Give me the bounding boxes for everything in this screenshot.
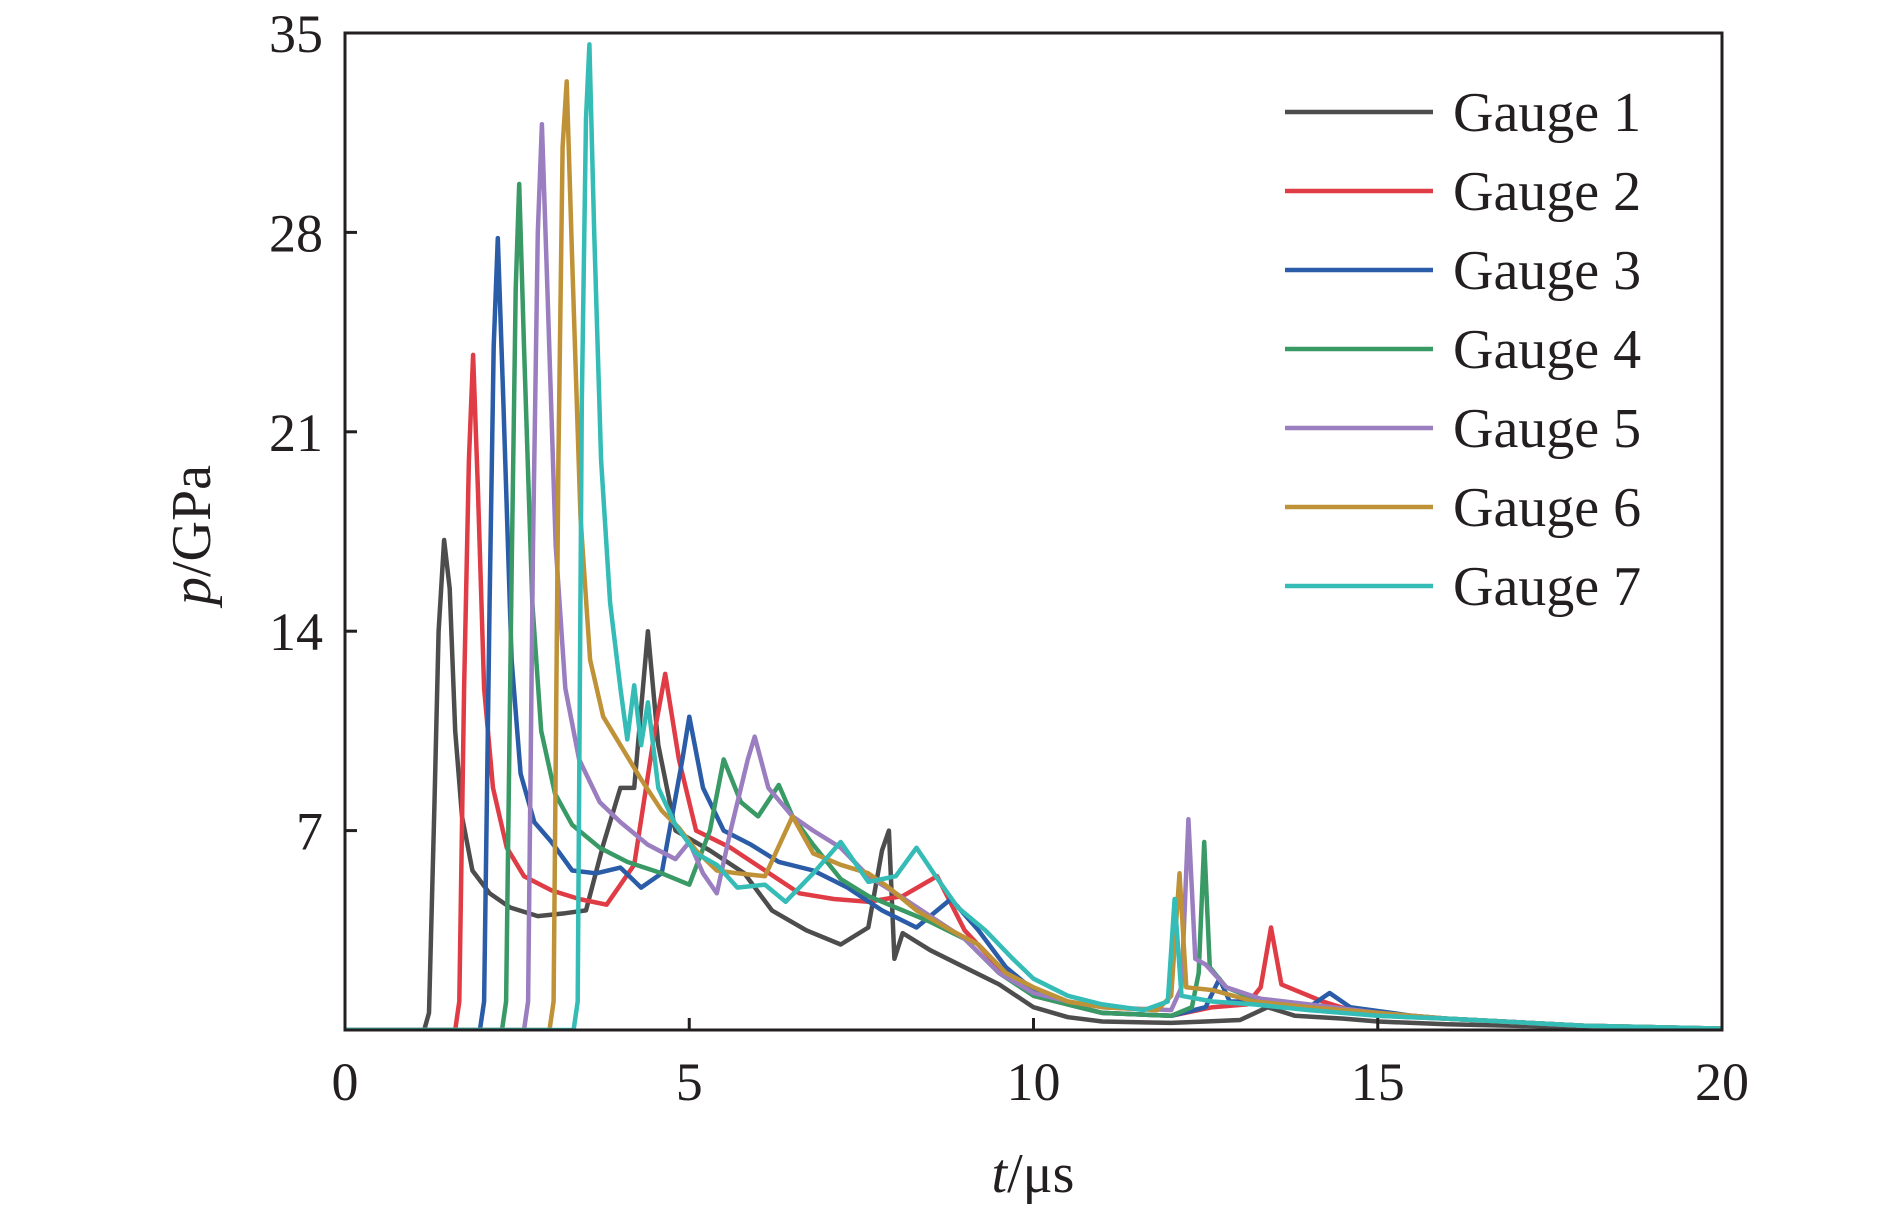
- legend: Gauge 1 Gauge 2 Gauge 3 Gauge 4 Gauge 5 Gauge…: [1285, 82, 1641, 618]
- series-line-gauge-6: [345, 79, 1722, 1030]
- series-line-gauge-7: [345, 42, 1722, 1030]
- y-axis-label-unit: /GPa: [161, 465, 223, 577]
- y-axis-label-symbol: p: [161, 577, 223, 609]
- legend-label-gauge-1: Gauge 1: [1453, 82, 1641, 144]
- legend-label-gauge-4: Gauge 4: [1453, 319, 1641, 381]
- y-tick-label: 7: [296, 802, 323, 862]
- x-tick-label: 5: [676, 1052, 703, 1112]
- legend-label-gauge-2: Gauge 2: [1453, 161, 1641, 223]
- series-lines: [345, 42, 1722, 1030]
- axis-tick-labels: 0 5 10 15 20 7 14 21 28 35: [269, 4, 1749, 1112]
- legend-label-gauge-5: Gauge 5: [1453, 398, 1641, 460]
- series-line-gauge-1: [345, 537, 1722, 1030]
- series-line-gauge-2: [345, 352, 1722, 1030]
- y-tick-label: 21: [269, 403, 323, 463]
- y-tick-label: 14: [269, 602, 323, 662]
- x-tick-label: 0: [332, 1052, 359, 1112]
- axis-ticks: [345, 230, 1380, 1030]
- y-axis-label: p/GPa: [161, 465, 223, 609]
- legend-label-gauge-6: Gauge 6: [1453, 477, 1641, 539]
- x-tick-label: 20: [1695, 1052, 1749, 1112]
- x-axis-label: t/μs: [992, 1143, 1075, 1205]
- x-tick-label: 15: [1351, 1052, 1405, 1112]
- y-tick-label: 28: [269, 203, 323, 263]
- x-axis-label-unit: /μs: [1007, 1143, 1074, 1205]
- x-axis-label-symbol: t: [992, 1143, 1009, 1205]
- legend-label-gauge-3: Gauge 3: [1453, 240, 1641, 302]
- y-tick-label: 35: [269, 4, 323, 64]
- legend-label-gauge-7: Gauge 7: [1453, 556, 1641, 618]
- x-tick-label: 10: [1007, 1052, 1061, 1112]
